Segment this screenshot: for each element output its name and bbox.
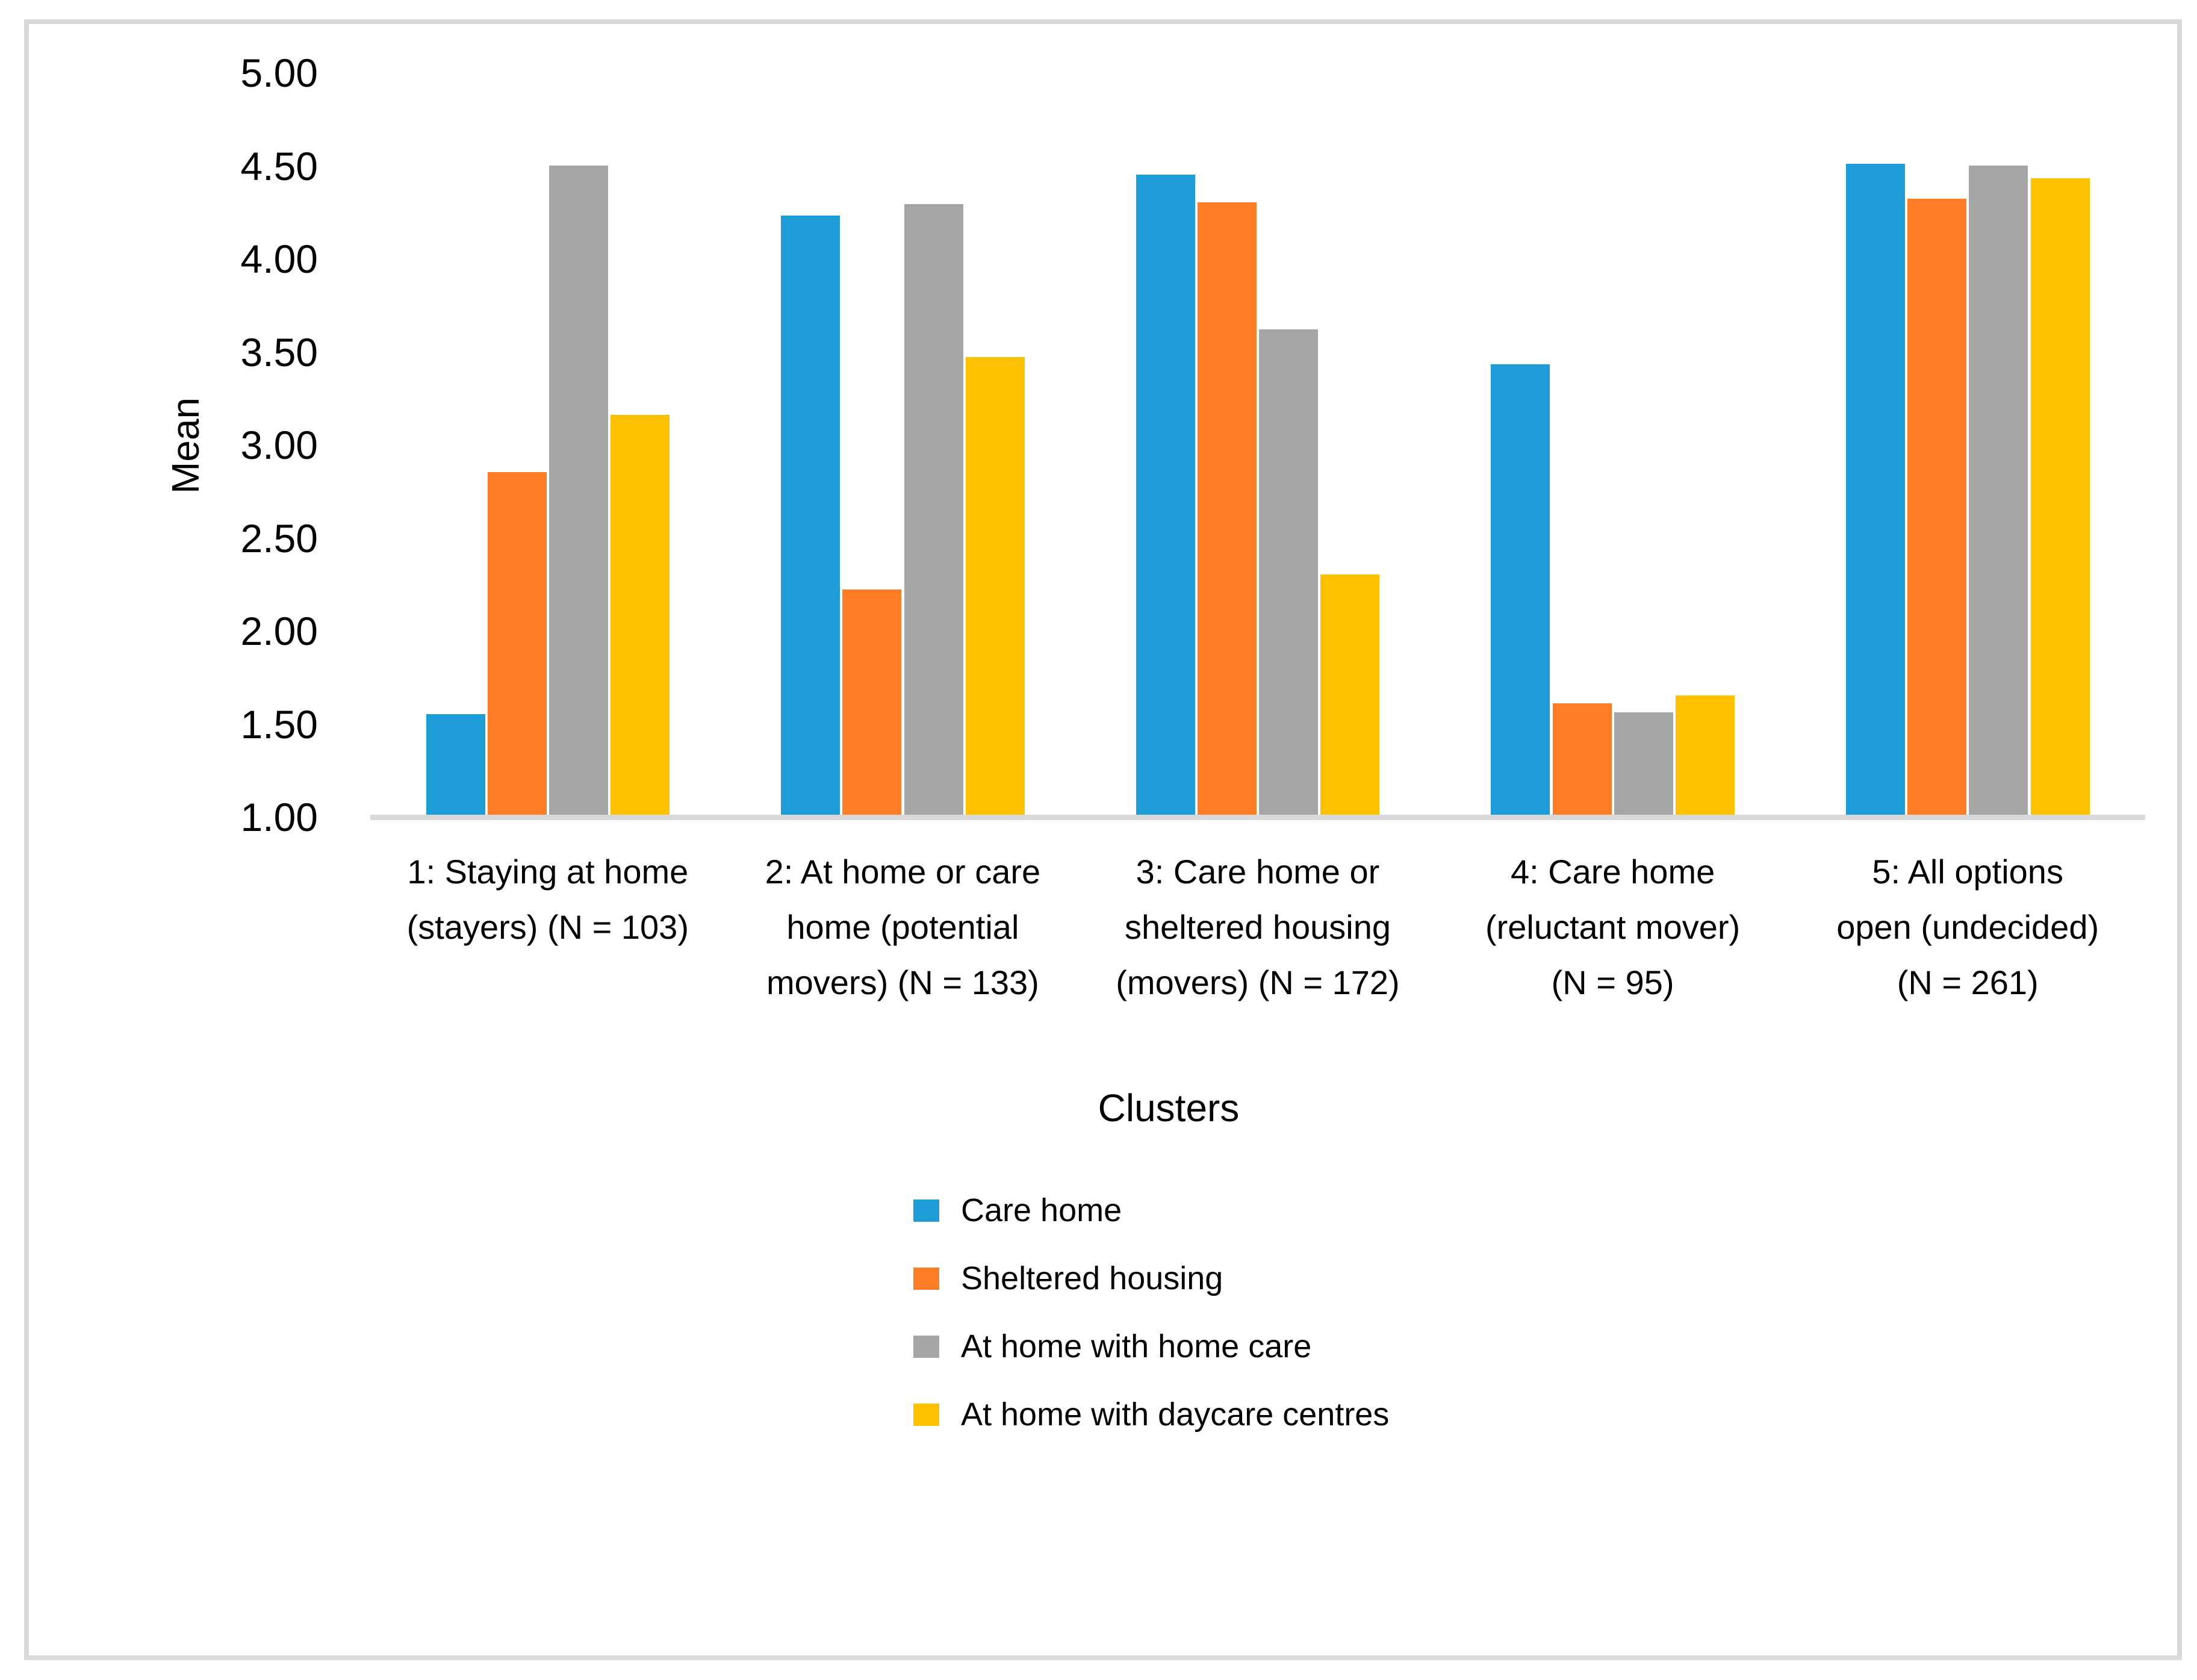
bar-at-home-with-daycare-centres-cluster-2 — [965, 356, 1025, 815]
legend-label-at-home-with-daycare-centres: At home with daycare centres — [961, 1396, 1390, 1433]
bar-at-home-with-home-care-cluster-3 — [1259, 329, 1319, 815]
legend-label-at-home-with-home-care: At home with home care — [961, 1328, 1312, 1364]
bar-sheltered-housing-cluster-2 — [842, 590, 902, 815]
y-tick-label-5.00: 5.00 — [240, 51, 318, 95]
x-axis-title: Clusters — [1098, 1086, 1240, 1130]
bar-at-home-with-home-care-cluster-1 — [548, 165, 608, 815]
y-tick-label-2.50: 2.50 — [240, 515, 318, 561]
category-label-4: 4: Care home (reluctant mover) (N = 95) — [1485, 853, 1741, 1001]
legend-label-care-home: Care home — [961, 1192, 1122, 1228]
bar-sheltered-housing-cluster-4 — [1552, 703, 1612, 815]
category-label-3: 3: Care home or sheltered housing (mover… — [1116, 853, 1400, 1001]
y-tick-label-2.00: 2.00 — [240, 609, 318, 653]
figure-frame — [24, 19, 2182, 1660]
y-tick-label-1.50: 1.50 — [240, 702, 318, 747]
bar-care-home-cluster-2 — [781, 216, 841, 815]
legend-swatch-sheltered-housing — [913, 1268, 939, 1290]
y-tick-label-4.00: 4.00 — [240, 237, 318, 281]
legend-label-sheltered-housing: Sheltered housing — [961, 1260, 1223, 1296]
category-label-1: 1: Staying at home (stayers) (N = 103) — [406, 853, 689, 946]
bar-sheltered-housing-cluster-5 — [1907, 199, 1967, 815]
x-axis-line — [370, 815, 2145, 820]
bar-at-home-with-daycare-centres-cluster-1 — [611, 414, 670, 815]
bar-care-home-cluster-5 — [1845, 163, 1905, 815]
bar-at-home-with-daycare-centres-cluster-5 — [2030, 178, 2090, 815]
legend-swatch-at-home-with-home-care — [913, 1336, 939, 1358]
bar-sheltered-housing-cluster-1 — [487, 472, 547, 815]
bar-care-home-cluster-3 — [1136, 175, 1195, 815]
bar-care-home-cluster-1 — [426, 714, 485, 815]
category-label-2: 2: At home or care home (potential mover… — [765, 853, 1041, 1001]
y-tick-label-4.50: 4.50 — [240, 143, 318, 188]
legend-swatch-at-home-with-daycare-centres — [913, 1404, 939, 1426]
y-tick-label-3.50: 3.50 — [240, 329, 318, 375]
bar-at-home-with-daycare-centres-cluster-3 — [1320, 574, 1380, 815]
bar-at-home-with-home-care-cluster-2 — [904, 204, 963, 815]
bar-at-home-with-home-care-cluster-4 — [1614, 712, 1673, 815]
bar-sheltered-housing-cluster-3 — [1197, 202, 1257, 815]
category-label-5: 5: All options open (undecided) (N = 261… — [1836, 853, 2099, 1001]
bar-at-home-with-home-care-cluster-5 — [1969, 165, 2028, 815]
y-tick-label-3.00: 3.00 — [240, 423, 318, 467]
y-tick-label-1.00: 1.00 — [240, 795, 318, 839]
bar-care-home-cluster-4 — [1491, 364, 1550, 815]
bar-at-home-with-daycare-centres-cluster-4 — [1675, 695, 1735, 815]
legend-swatch-care-home — [913, 1199, 939, 1222]
